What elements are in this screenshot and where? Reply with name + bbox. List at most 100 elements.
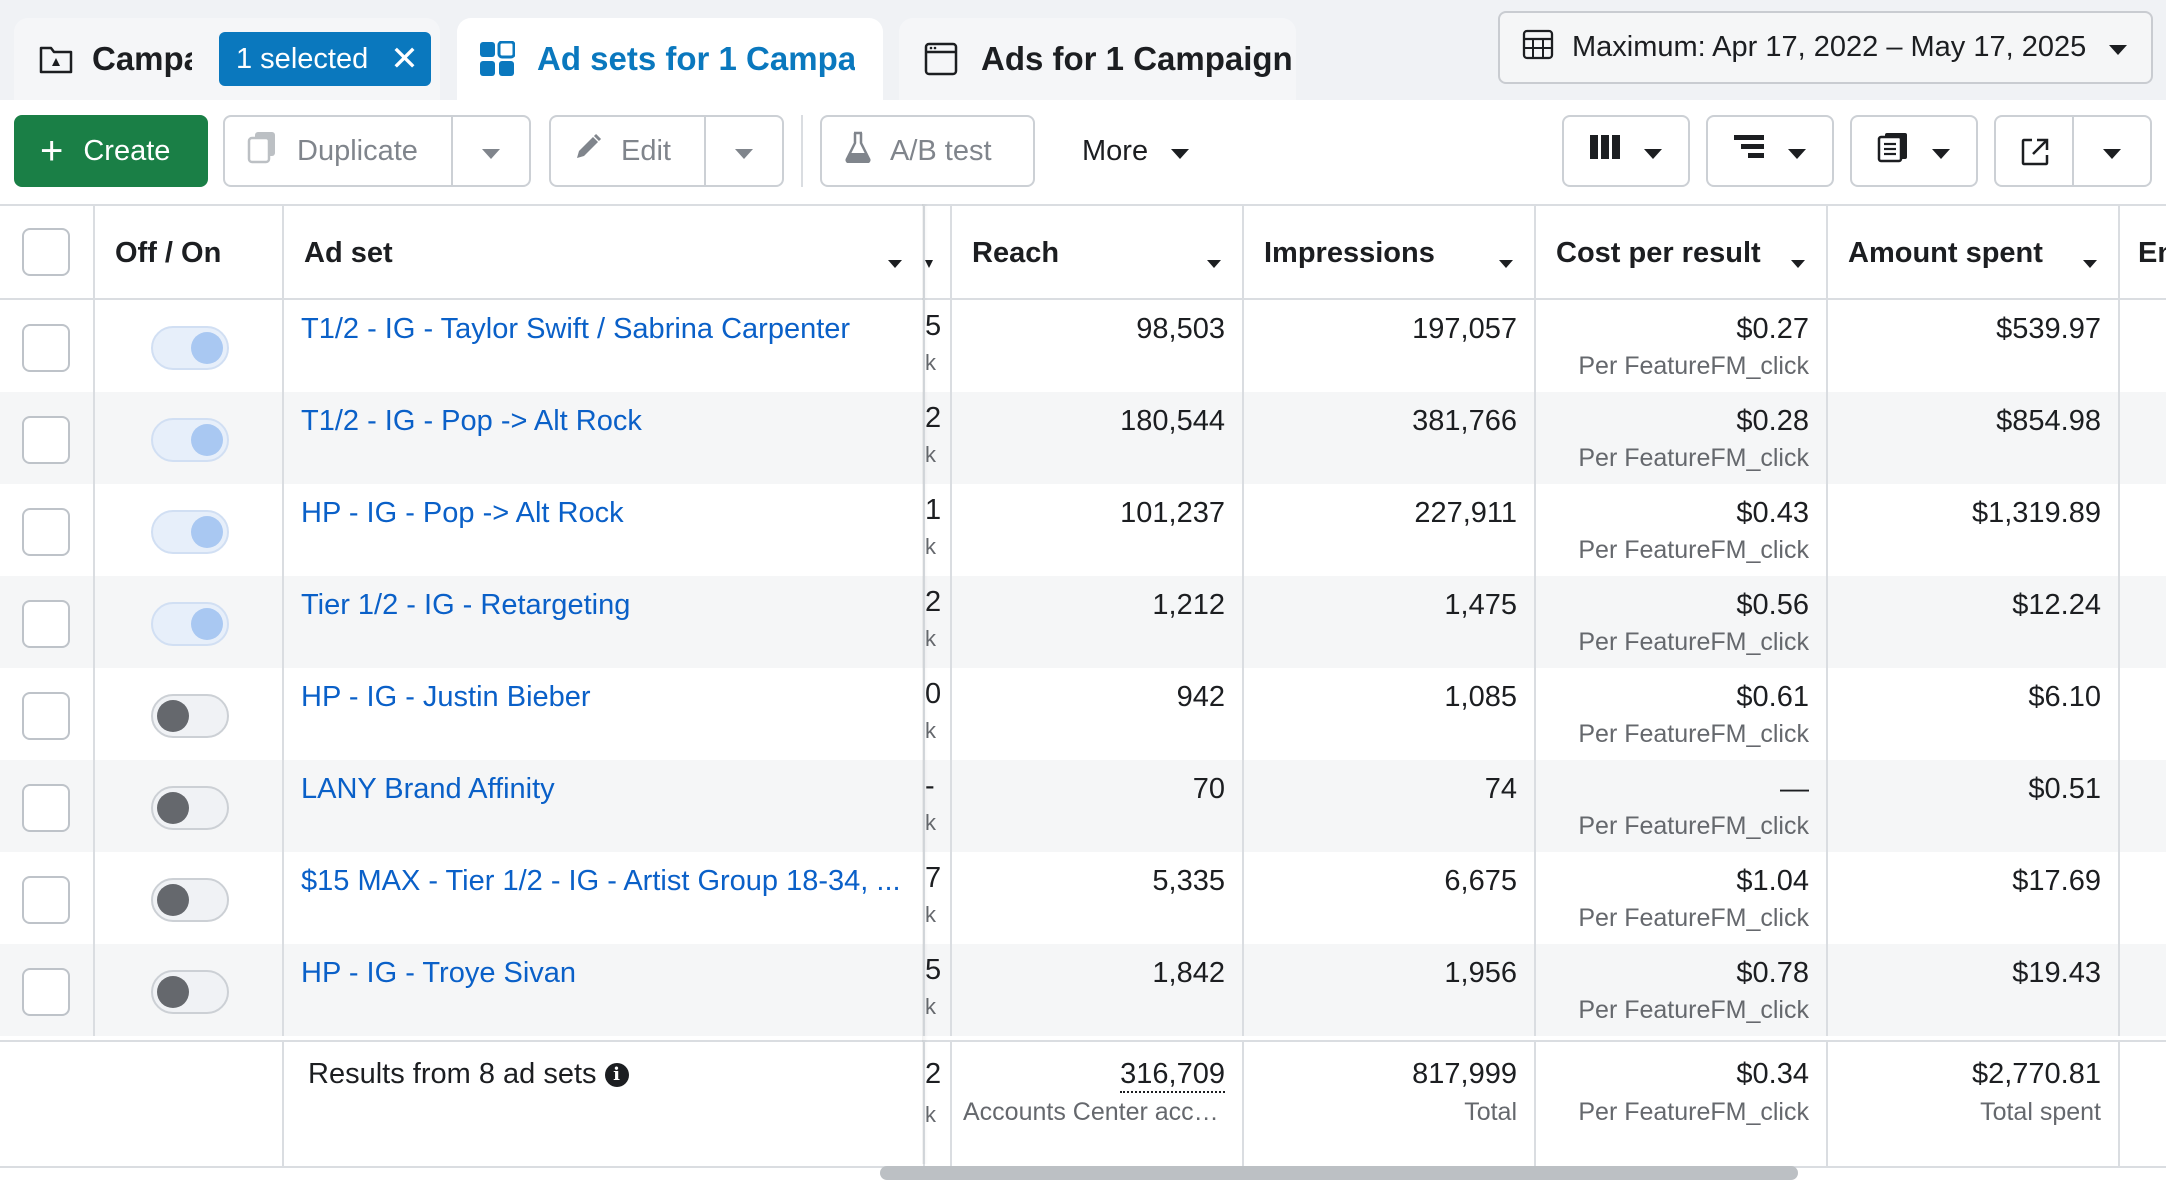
header-next-column[interactable]: En (2120, 206, 2166, 300)
ad-window-icon (923, 41, 959, 77)
row-on-off-toggle[interactable] (151, 418, 229, 462)
impressions-value: 74 (1484, 773, 1517, 805)
duplicate-menu-button[interactable] (451, 117, 529, 185)
breakdown-icon (1733, 133, 1765, 169)
reach-value: 180,544 (1120, 405, 1225, 437)
close-icon[interactable]: ✕ (390, 40, 419, 78)
cost-per-result-value: — (1780, 773, 1809, 805)
row-cost-cell: $0.27 Per FeatureFM_click (1536, 300, 1828, 392)
cost-per-result-value: $0.56 (1736, 589, 1809, 621)
columns-button[interactable] (1562, 115, 1690, 187)
adset-name-link[interactable]: T1/2 - IG - Taylor Swift / Sabrina Carpe… (301, 313, 851, 345)
header-adset[interactable]: Ad set (284, 206, 925, 300)
select-all-checkbox[interactable] (22, 228, 70, 276)
row-end-cell (2120, 576, 2166, 668)
tab-campaigns[interactable]: Campaigns 1 selected ✕ (14, 18, 440, 100)
breakdown-button[interactable] (1706, 115, 1834, 187)
adset-name-link[interactable]: $15 MAX - Tier 1/2 - IG - Artist Group 1… (301, 865, 901, 897)
row-name-cell: Tier 1/2 - IG - Retargeting (284, 576, 925, 668)
row-checkbox[interactable] (22, 508, 70, 556)
impressions-value: 1,956 (1444, 957, 1517, 989)
totals-reach-cell: 316,709 Accounts Center accounts (952, 1042, 1244, 1166)
row-reach-cell: 5,335 (952, 852, 1244, 944)
row-checkbox[interactable] (22, 600, 70, 648)
row-checkbox[interactable] (22, 876, 70, 924)
sort-caret-icon[interactable] (1206, 244, 1222, 277)
table-row[interactable]: LANY Brand Affinity - k 70 74— Per FeatureFM_… (0, 760, 2166, 852)
chevron-down-icon (1643, 135, 1663, 168)
row-toggle-cell (95, 944, 284, 1036)
header-cost-per-result[interactable]: Cost per result (1536, 206, 1828, 300)
tab-ads[interactable]: Ads for 1 Campaign (899, 18, 1296, 100)
row-on-off-toggle[interactable] (151, 786, 229, 830)
adset-name-link[interactable]: LANY Brand Affinity (301, 773, 555, 805)
table-row[interactable]: Tier 1/2 - IG - Retargeting 2 k 1,212 1,475 $… (0, 576, 2166, 668)
reports-button[interactable] (1850, 115, 1978, 187)
edit-menu-button[interactable] (704, 117, 782, 185)
date-range-picker[interactable]: Maximum: Apr 17, 2022 – May 17, 2025 (1498, 11, 2153, 84)
edit-button[interactable]: Edit (549, 115, 784, 187)
more-button[interactable]: More (1070, 115, 1210, 187)
header-impressions[interactable]: Impressions (1244, 206, 1536, 300)
adset-name-link[interactable]: HP - IG - Troye Sivan (301, 957, 577, 989)
row-checkbox[interactable] (22, 968, 70, 1016)
row-checkbox[interactable] (22, 692, 70, 740)
create-button[interactable]: + Create (14, 115, 208, 187)
cost-per-result-value: $1.04 (1736, 865, 1809, 897)
cost-per-result-value: $0.61 (1736, 681, 1809, 713)
sort-caret-icon[interactable] (2082, 244, 2098, 277)
table-row[interactable]: HP - IG - Pop -> Alt Rock 1 k 101,237 227,91… (0, 484, 2166, 576)
impressions-value: 227,911 (1414, 497, 1517, 529)
row-checkbox[interactable] (22, 416, 70, 464)
adset-name-link[interactable]: T1/2 - IG - Pop -> Alt Rock (301, 405, 642, 437)
export-menu-button[interactable] (2072, 117, 2150, 185)
amount-spent-value: $12.24 (2012, 589, 2101, 621)
row-impressions-cell: 6,675 (1244, 852, 1536, 944)
tab-adsets[interactable]: Ad sets for 1 Campaign (457, 18, 883, 100)
row-on-off-toggle[interactable] (151, 694, 229, 738)
info-icon[interactable]: i (604, 1062, 629, 1087)
row-toggle-cell (95, 760, 284, 852)
table-header: Off / On Ad set Reach Impressions Cost p… (0, 204, 2166, 300)
sort-caret-icon[interactable] (1790, 244, 1806, 277)
row-on-off-toggle[interactable] (151, 970, 229, 1014)
export-button[interactable] (1994, 115, 2152, 187)
ab-test-button[interactable]: A/B test (820, 115, 1035, 187)
row-on-off-toggle[interactable] (151, 510, 229, 554)
row-cost-cell: — Per FeatureFM_click (1536, 760, 1828, 852)
reach-value: 5,335 (1152, 865, 1225, 897)
table-row[interactable]: $15 MAX - Tier 1/2 - IG - Artist Group 1… (0, 852, 2166, 944)
sort-caret-icon (925, 244, 935, 277)
row-on-off-toggle[interactable] (151, 602, 229, 646)
row-toggle-cell (95, 484, 284, 576)
selected-badge[interactable]: 1 selected ✕ (219, 32, 431, 86)
totals-cost-sub: Per FeatureFM_click (1578, 1098, 1809, 1126)
sort-caret-icon[interactable] (887, 244, 903, 277)
header-amount-spent[interactable]: Amount spent (1828, 206, 2120, 300)
row-checkbox[interactable] (22, 324, 70, 372)
row-on-off-toggle[interactable] (151, 326, 229, 370)
row-checkbox[interactable] (22, 784, 70, 832)
date-range-label: Maximum: Apr 17, 2022 – May 17, 2025 (1572, 31, 2087, 63)
header-select-all (0, 206, 95, 300)
totals-reach[interactable]: 316,709 (1120, 1058, 1225, 1093)
adset-name-link[interactable]: HP - IG - Justin Bieber (301, 681, 591, 713)
row-on-off-toggle[interactable] (151, 878, 229, 922)
columns-icon (1589, 133, 1621, 169)
amount-spent-value: $854.98 (1996, 405, 2101, 437)
adset-name-link[interactable]: HP - IG - Pop -> Alt Rock (301, 497, 624, 529)
table-row[interactable]: T1/2 - IG - Taylor Swift / Sabrina Carpe… (0, 300, 2166, 392)
header-reach[interactable]: Reach (952, 206, 1244, 300)
table-row[interactable]: T1/2 - IG - Pop -> Alt Rock 2 k 180,544 381,… (0, 392, 2166, 484)
row-toggle-cell (95, 852, 284, 944)
duplicate-button[interactable]: Duplicate (223, 115, 531, 187)
row-name-cell: $15 MAX - Tier 1/2 - IG - Artist Group 1… (284, 852, 925, 944)
row-hidden-sub: k (925, 810, 936, 835)
row-impressions-cell: 1,475 (1244, 576, 1536, 668)
reach-value: 942 (1176, 681, 1225, 713)
horizontal-scrollbar[interactable] (880, 1166, 1798, 1180)
adset-name-link[interactable]: Tier 1/2 - IG - Retargeting (301, 589, 631, 621)
table-row[interactable]: HP - IG - Troye Sivan 5 k 1,842 1,956 $0.78 Pe… (0, 944, 2166, 1036)
sort-caret-icon[interactable] (1498, 244, 1514, 277)
table-row[interactable]: HP - IG - Justin Bieber 0 k 942 1,085 $0.61 Pe… (0, 668, 2166, 760)
